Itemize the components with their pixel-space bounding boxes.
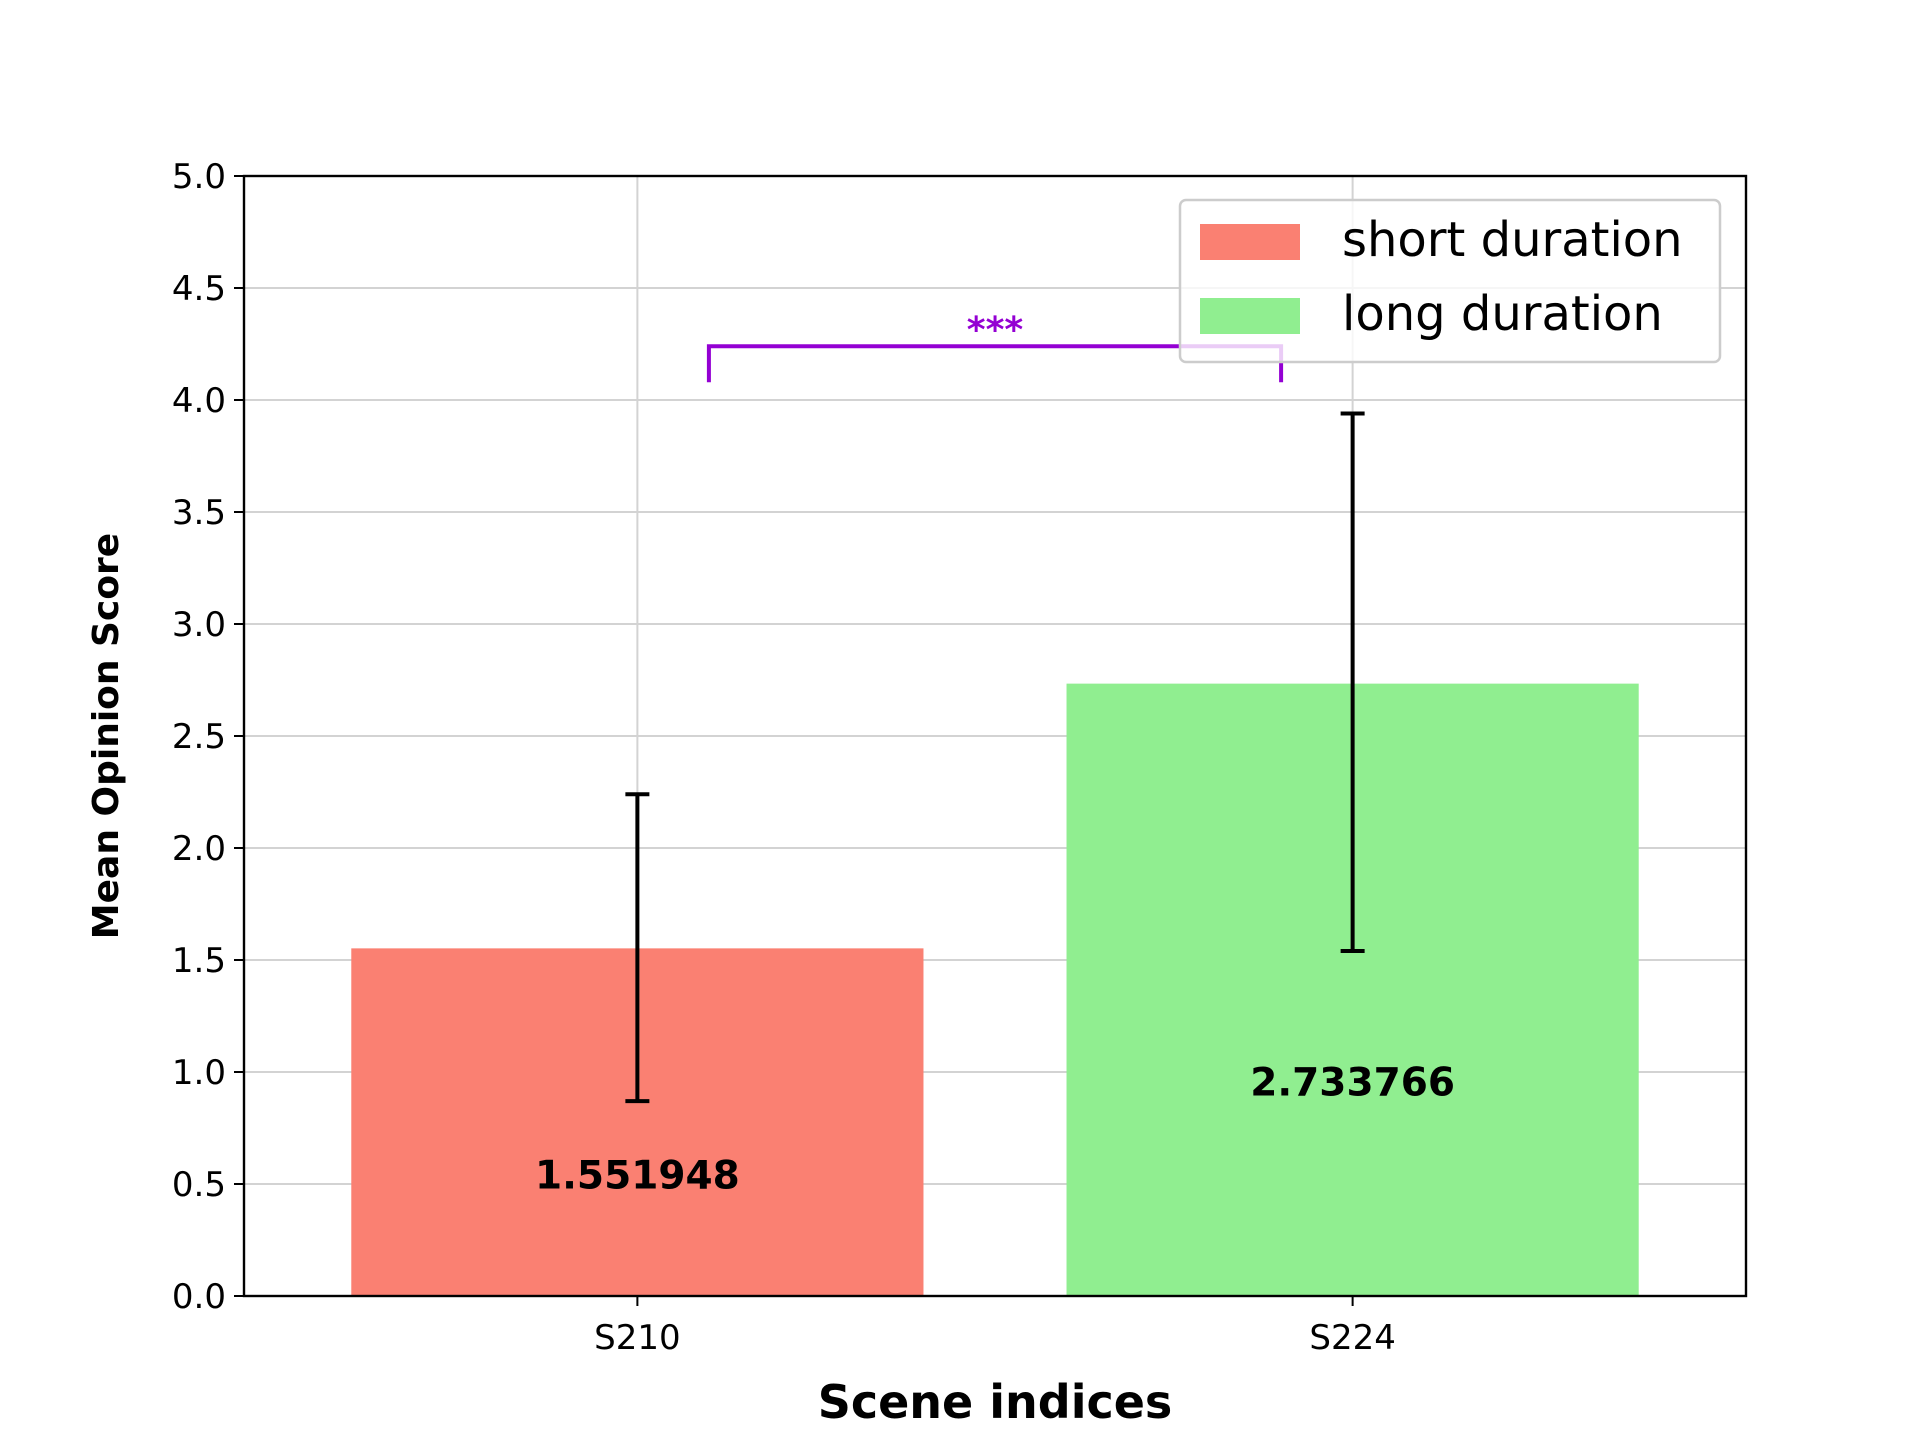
y-axis-ticks: 0.0 0.5 1.0 1.5 2.0 2.5 3.0 3.5 4.0 4.5 5.0	[172, 157, 244, 1317]
bar-value-label: 1.551948	[535, 1153, 740, 1198]
y-tick-label: 1.5	[172, 941, 226, 981]
legend-label: short duration	[1342, 212, 1683, 268]
x-axis-title: Scene indices	[818, 1375, 1173, 1429]
x-tick-label: S210	[594, 1318, 680, 1358]
significance-label: ***	[967, 310, 1024, 351]
x-axis-ticks: S210 S224	[594, 1296, 1396, 1358]
legend-label: long duration	[1342, 286, 1663, 342]
y-tick-label: 4.5	[172, 269, 226, 309]
significance-line	[706, 344, 1284, 383]
y-tick-label: 5.0	[172, 157, 226, 197]
y-tick-label: 0.0	[172, 1277, 226, 1317]
y-tick-label: 0.5	[172, 1165, 226, 1205]
bar-value-labels: 1.551948 2.733766	[535, 1061, 1455, 1199]
bars	[351, 683, 1639, 1296]
legend-box	[1178, 198, 1722, 364]
x-tick-label: S224	[1309, 1318, 1395, 1358]
error-bars	[625, 411, 1365, 1104]
y-tick-label: 2.0	[172, 829, 226, 869]
y-tick-label: 4.0	[172, 381, 226, 421]
y-tick-label: 1.0	[172, 1053, 226, 1093]
y-tick-label: 2.5	[172, 717, 226, 757]
legend: short duration long duration	[1178, 198, 1722, 364]
significance-bracket: ***	[706, 310, 1284, 383]
y-axis-title: Mean Opinion Score	[86, 533, 127, 939]
legend-swatch	[1200, 224, 1300, 260]
y-tick-label: 3.0	[172, 605, 226, 645]
y-tick-label: 3.5	[172, 493, 226, 533]
bar-value-label: 2.733766	[1250, 1061, 1455, 1106]
legend-swatch	[1200, 298, 1300, 334]
